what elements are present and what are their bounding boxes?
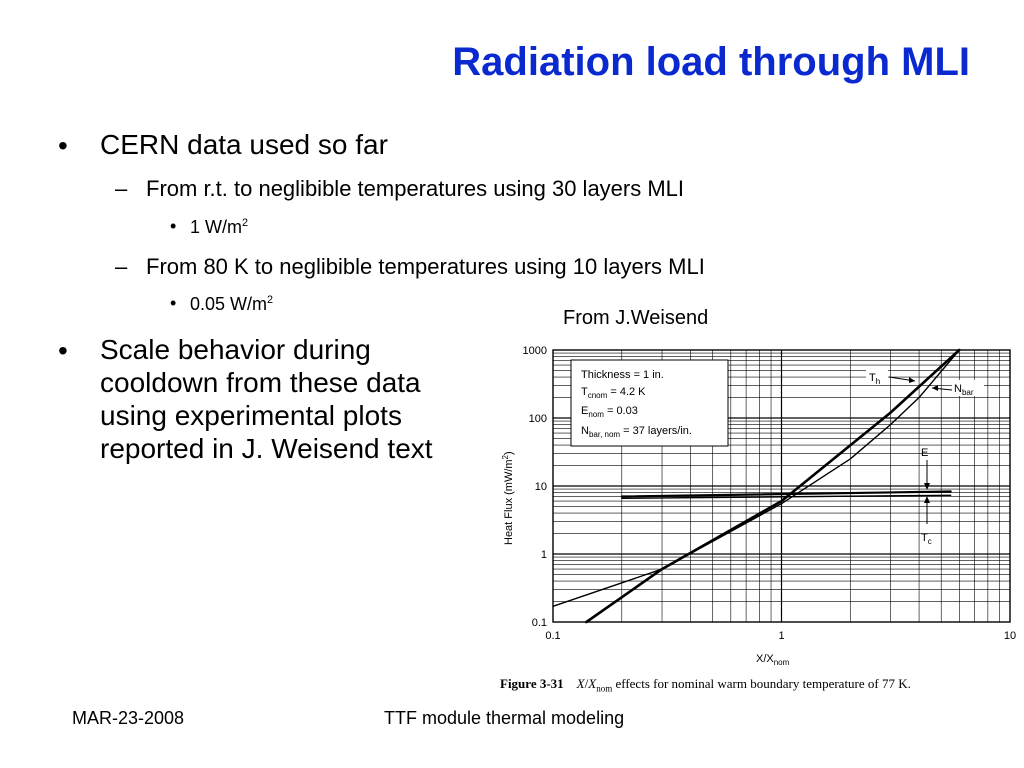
legend-enom: Enom = 0.03 [581, 405, 638, 419]
x-tick-label: 1 [778, 630, 784, 642]
y-tick-label: 1000 [523, 345, 547, 357]
x-axis-label: X/Xnom [756, 653, 790, 667]
figure-caption: Figure 3-31 X/Xnom effects for nominal w… [500, 676, 911, 694]
legend-thickness: Thickness = 1 in. [581, 369, 664, 381]
source-credit: From J.Weisend [563, 307, 709, 329]
series-line-e [620, 490, 952, 498]
subbullet-mark: – [115, 254, 128, 279]
annotation-tc: Tc [921, 532, 932, 546]
bullet-mark: • [58, 335, 68, 366]
legend-tcnom: Tcnom = 4.2 K [581, 386, 646, 400]
bullet-cern-data: CERN data used so far [100, 129, 388, 160]
annotation-e: E [921, 447, 928, 459]
y-tick-label: 0.1 [532, 617, 547, 629]
series-line-tc [621, 494, 952, 499]
subsubbullet-mark: • [170, 293, 177, 313]
bullet-scale-behavior: Scale behavior during cooldown from thes… [100, 334, 433, 464]
series-line-nbar [552, 349, 961, 608]
tick-labels: 0.1 1 10 0.1 1 10 100 1000 [523, 345, 1017, 642]
series-line-th [585, 348, 961, 624]
legend-box: Thickness = 1 in. Tcnom = 4.2 K Enom = 0… [570, 359, 729, 447]
legend-nbar: Nbar, nom = 37 layers/in. [581, 425, 692, 439]
subsubbullet-mark: • [170, 216, 177, 236]
subsubbullet-1w: 1 W/m2 [190, 217, 249, 237]
annotation-th: Th [869, 372, 880, 386]
annotation-nbar: Nbar [954, 383, 974, 397]
x-tick-label: 10 [1004, 630, 1016, 642]
x-tick-label: 0.1 [545, 630, 560, 642]
subbullet-mark: – [115, 176, 128, 201]
y-axis-label: Heat Flux (mW/m2) [501, 451, 515, 545]
subbullet-80k: From 80 K to neglibible temperatures usi… [146, 254, 705, 279]
footer-title: TTF module thermal modeling [384, 708, 625, 728]
y-tick-label: 100 [529, 413, 547, 425]
y-tick-label: 10 [535, 481, 547, 493]
series-annotations: Th Nbar E Tc [866, 368, 984, 546]
subbullet-rt: From r.t. to neglibible temperatures usi… [146, 176, 685, 201]
bullet-mark: • [58, 130, 68, 161]
plot-frame [552, 349, 1011, 623]
y-tick-label: 1 [541, 549, 547, 561]
series-lines [552, 348, 961, 624]
footer-date: MAR-23-2008 [72, 708, 185, 728]
subsubbullet-005w: 0.05 W/m2 [190, 294, 274, 314]
slide-title: Radiation load through MLI [452, 40, 970, 84]
